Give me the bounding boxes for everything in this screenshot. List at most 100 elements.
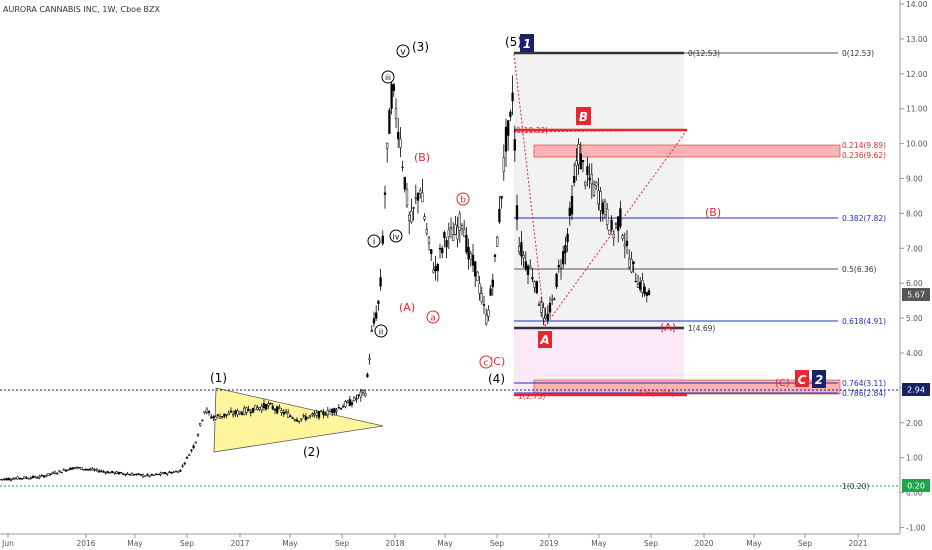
candle-body [339, 407, 343, 410]
y-tick-label: 2.00 [906, 419, 923, 428]
candle-body [465, 235, 468, 253]
candle-body [392, 84, 395, 91]
candle-body [273, 409, 277, 411]
candle-body [62, 469, 65, 471]
candle-body [67, 469, 70, 471]
candle-body [278, 407, 281, 409]
candle-body [474, 261, 477, 277]
candle-body [375, 312, 378, 319]
candle-body [201, 419, 204, 422]
box-label-B-bg [576, 107, 591, 125]
candle-body [346, 400, 349, 403]
x-tick-label: Sep [490, 539, 504, 548]
candle-body [414, 197, 417, 200]
candle-body [603, 201, 607, 216]
candle-body [520, 242, 523, 257]
candle-body [590, 174, 593, 185]
candle-body [181, 465, 184, 467]
candle-body [355, 398, 358, 400]
candle-body [196, 434, 200, 436]
box-label-A-bg [538, 331, 552, 348]
candle-body [322, 411, 325, 416]
candle-body [634, 280, 637, 283]
candle-body [419, 190, 422, 194]
candle-body [148, 475, 151, 477]
wave-circle-i [367, 234, 381, 248]
candle-body [256, 407, 259, 411]
candle-body [170, 472, 173, 474]
candle-body [179, 469, 182, 472]
candle-body [403, 176, 406, 190]
candle-body [353, 396, 356, 401]
candle-body [139, 473, 142, 476]
candle-body [542, 307, 545, 319]
x-tick-label: Sep [644, 539, 658, 548]
candle-body [619, 208, 622, 227]
candle-body [313, 413, 316, 416]
y-tick-label: 4.00 [906, 349, 923, 358]
candle-body [245, 407, 248, 413]
candle-body [333, 408, 336, 414]
candle-body [137, 473, 140, 475]
fib-label: 0.618(4.91) [842, 317, 886, 326]
candle-body [427, 236, 431, 244]
wave-label-ii: ii [379, 328, 383, 337]
candle-body [526, 265, 530, 275]
candle-body [243, 407, 246, 415]
fib-label: 0(12.53) [842, 49, 874, 58]
wave-label-B-paren: (B) [705, 206, 721, 219]
wave-circle-iii [381, 70, 395, 84]
fib-label: 0(12.53) [688, 49, 720, 58]
price-badge: 5.67 [907, 291, 925, 300]
candle-body [370, 330, 373, 332]
candle-body [438, 247, 442, 250]
wave-label-v: v [400, 48, 406, 58]
candle-body [555, 273, 558, 288]
candle-body [562, 251, 565, 265]
candle-body [240, 412, 244, 415]
candle-body [115, 471, 118, 474]
candle-body [586, 166, 589, 176]
candle-body [500, 195, 503, 199]
candle-body [300, 418, 303, 420]
candle-body [476, 271, 479, 282]
candle-body [496, 236, 499, 247]
x-tick-label: May [746, 539, 762, 548]
fib-label: 0.382(7.82) [842, 214, 886, 223]
candle-body [452, 234, 455, 241]
candle-body [326, 409, 329, 416]
candle-body [564, 245, 567, 254]
x-tick-label: 2019 [539, 539, 558, 548]
box-label-2: 2 [815, 373, 823, 387]
candle-body [540, 302, 543, 313]
y-tick-label: 0.00 [906, 489, 923, 498]
candle-body [614, 223, 618, 225]
candle-body [357, 394, 360, 396]
candle-body [377, 300, 380, 304]
candle-body [14, 478, 17, 480]
candle-body [388, 109, 391, 134]
candle-body [141, 474, 145, 477]
candle-body [238, 411, 241, 414]
candle-body [557, 264, 560, 268]
candle-body [390, 83, 393, 109]
candle-body [599, 191, 602, 211]
box-label-2-bg [812, 370, 826, 388]
wave-circle-ii [374, 324, 388, 338]
current-value-badge: 2.94 [907, 386, 925, 395]
candle-body [559, 267, 563, 270]
candle-body [163, 472, 167, 475]
candle-body [155, 473, 158, 475]
low-line-badge: 0.20 [907, 482, 925, 491]
wave-label-2: (2) [303, 445, 320, 459]
candle-body [551, 298, 554, 301]
candle-body [104, 471, 107, 474]
candle-body [122, 473, 125, 475]
candle-body [205, 408, 208, 413]
triangle-pattern [213, 387, 384, 453]
candle-body [309, 415, 312, 417]
candle-body [331, 408, 334, 413]
x-tick-label: Sep [798, 539, 812, 548]
candle-body [335, 409, 338, 412]
